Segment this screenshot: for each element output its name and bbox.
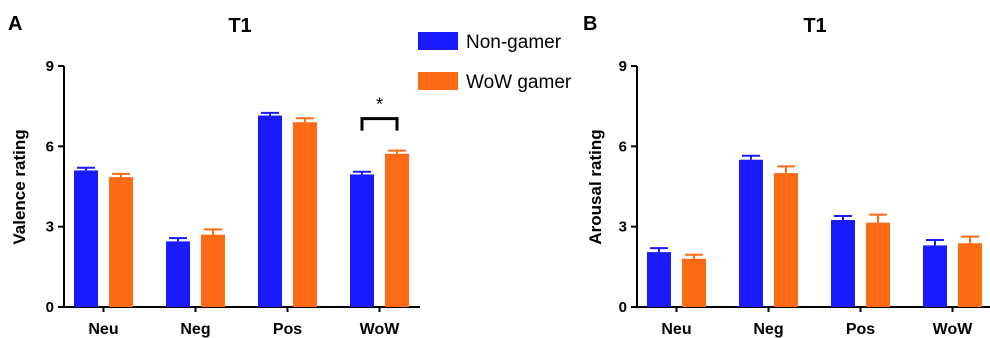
- panel-a-bar-pos-non-gamer: [258, 115, 282, 308]
- legend: Non-gamer WoW gamer: [418, 32, 572, 93]
- panel-b-x-tick-label-neu: Neu: [661, 321, 691, 338]
- panel-a-bar-wow-wow-gamer: [385, 153, 409, 307]
- panel-b-y-tick-label: 0: [619, 299, 627, 316]
- panel-a-y-tick-label: 9: [46, 58, 54, 75]
- panel-b-bar-neg-wow-gamer: [774, 173, 798, 307]
- panel-b-y-tick-label: 6: [619, 138, 627, 155]
- panel-b-x-tick-label-pos: Pos: [846, 321, 875, 338]
- panel-a-y-tick-label: 0: [46, 299, 54, 316]
- legend-label-non-gamer: Non-gamer: [466, 32, 562, 53]
- panel-b-x-tick-label-neg: Neg: [753, 321, 783, 338]
- panel-a-y-axis-label: Valence rating: [10, 129, 29, 244]
- panel-a-y-tick-label: 3: [46, 219, 54, 236]
- legend-label-wow-gamer: WoW gamer: [466, 72, 572, 93]
- panel-a-bar-neu-wow-gamer: [109, 177, 133, 307]
- panel-a-title: T1: [228, 15, 251, 37]
- panel-a-x-tick-label-neg: Neg: [180, 321, 210, 338]
- panel-b-plot-area: 0 3 6 9 Neu Neg Pos WoW: [619, 58, 990, 338]
- panel-a-significance-bracket: [360, 117, 399, 131]
- panel-a-plot-area: 0 3 6 9 Neu Neg Pos WoW *: [46, 58, 420, 338]
- panel-a-bar-neg-wow-gamer: [201, 234, 225, 307]
- legend-swatch-non-gamer: [418, 32, 458, 50]
- panel-b-y-tick-label: 3: [619, 219, 627, 236]
- panel-a: A T1 Valence rating 0 3 6 9 Neu Neg Pos WoW *: [8, 13, 420, 338]
- panel-a-bar-neu-non-gamer: [74, 170, 98, 307]
- panel-a-bar-wow-non-gamer: [350, 174, 374, 307]
- panel-a-bar-neg-non-gamer: [166, 241, 190, 307]
- panel-a-significance-marker: *: [376, 95, 383, 115]
- panel-b-y-tick-label: 9: [619, 58, 627, 75]
- panel-b-bar-pos-non-gamer: [831, 219, 855, 307]
- legend-swatch-wow-gamer: [418, 72, 458, 90]
- panel-letter-a: A: [8, 13, 22, 35]
- panel-a-x-tick-label-pos: Pos: [273, 321, 302, 338]
- panel-b-bar-wow-non-gamer: [923, 245, 947, 307]
- panel-a-x-tick-label-wow: WoW: [360, 321, 401, 338]
- panel-a-y-tick-label: 6: [46, 138, 54, 155]
- panel-b-bar-pos-wow-gamer: [866, 222, 890, 307]
- panel-b-x-tick-label-wow: WoW: [933, 321, 974, 338]
- panel-a-x-tick-label-neu: Neu: [88, 321, 118, 338]
- panel-b-bar-neg-non-gamer: [739, 159, 763, 307]
- panel-a-bar-pos-wow-gamer: [293, 122, 317, 307]
- panel-letter-b: B: [583, 13, 597, 35]
- panel-b-bar-neu-non-gamer: [647, 252, 671, 307]
- panel-b-bar-neu-wow-gamer: [682, 258, 706, 307]
- panel-b: B T1 Arousal rating 0 3 6 9 Neu Neg Pos WoW: [583, 13, 990, 338]
- panel-b-y-axis-label: Arousal rating: [586, 129, 605, 244]
- panel-b-title: T1: [803, 15, 826, 37]
- panel-b-bar-wow-wow-gamer: [958, 243, 982, 307]
